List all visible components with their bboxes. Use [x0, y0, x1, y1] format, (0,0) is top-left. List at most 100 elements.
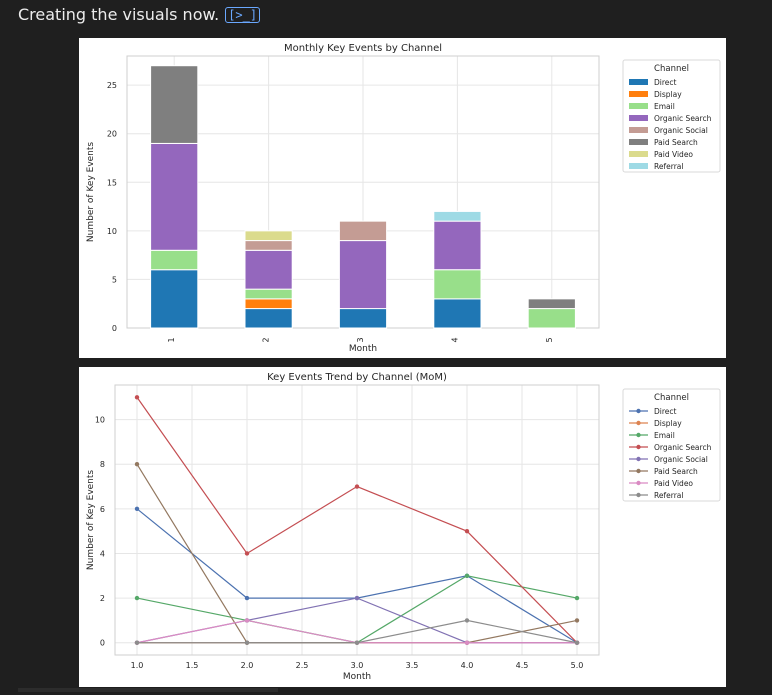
y-tick-label: 6 — [100, 505, 105, 514]
legend-label: Direct — [654, 407, 677, 416]
legend-label: Display — [654, 419, 682, 428]
x-tick-label: 3.0 — [351, 661, 364, 670]
code-icon[interactable]: [>_] — [225, 7, 261, 23]
chart-title: Monthly Key Events by Channel — [284, 43, 442, 54]
legend-label: Email — [654, 431, 675, 440]
legend-swatch-paid-video — [629, 151, 648, 157]
point-paid-search — [574, 618, 580, 623]
legend-marker-referral — [636, 492, 641, 498]
y-axis-label: Number of Key Events — [86, 470, 96, 571]
bar-paid-search-month-1 — [150, 65, 199, 144]
point-organic-search — [464, 528, 470, 534]
truncated-text-line — [18, 688, 278, 692]
point-paid-search — [134, 462, 140, 467]
x-tick-label: 1 — [167, 337, 176, 342]
legend-marker-paid-video — [636, 480, 641, 486]
x-axis-label: Month — [343, 672, 371, 682]
point-email — [574, 595, 580, 601]
x-tick-label: 5.0 — [571, 661, 584, 670]
y-tick-label: 2 — [100, 594, 105, 603]
point-direct — [134, 506, 140, 512]
bar-direct-month-3 — [338, 308, 388, 329]
x-tick-label: 5 — [545, 337, 554, 342]
legend-marker-organic-social — [636, 456, 641, 462]
point-organic-search — [244, 551, 250, 556]
y-tick-label: 8 — [100, 460, 105, 469]
legend-marker-direct — [636, 408, 641, 414]
legend-swatch-organic-social — [629, 127, 648, 133]
legend-swatch-display — [629, 91, 648, 97]
x-axis-label: Month — [349, 344, 377, 354]
x-tick-label: 1.0 — [131, 661, 144, 670]
chat-message: Creating the visuals now. [>_] — [18, 4, 261, 26]
point-direct — [244, 595, 250, 601]
legend-label: Paid Search — [654, 138, 698, 147]
bar-email-month-5 — [527, 308, 576, 329]
legend-label: Organic Search — [654, 114, 712, 123]
legend-box — [622, 388, 721, 502]
bar-organic-social-month-3 — [338, 220, 388, 242]
legend: Channel Direct Display Email Organic Search O… — [622, 59, 721, 173]
stacked-bar-chart-panel: 0 5 10 15 20 25 1 2 3 4 5 Monthly Key Events by Cha… — [79, 38, 726, 358]
legend-label: Email — [654, 102, 675, 111]
bar-organic-search-month-4 — [433, 220, 482, 271]
line-chart-panel: 0 2 4 6 8 10 1.0 1.5 2.0 2.5 3.0 3.5 4.0 4.5 5.0 Key Ev… — [79, 367, 726, 687]
bar-organic-search-month-3 — [338, 240, 388, 310]
legend-marker-paid-search — [636, 468, 641, 474]
y-tick-label: 25 — [107, 81, 117, 90]
bar-organic-social-month-2 — [244, 240, 293, 251]
y-tick-label: 15 — [107, 178, 117, 187]
y-tick-label: 0 — [112, 324, 117, 333]
legend-swatch-email — [629, 103, 648, 109]
legend-label: Paid Video — [654, 479, 693, 488]
point-paid-video — [464, 640, 470, 645]
legend-label: Organic Social — [654, 126, 708, 135]
point-referral — [134, 640, 140, 645]
point-paid-video — [244, 618, 250, 623]
point-referral — [464, 618, 470, 623]
y-tick-label: 4 — [100, 549, 105, 558]
bar-display-month-2 — [244, 298, 293, 310]
legend-swatch-referral — [629, 163, 648, 169]
bar-organic-search-month-2 — [244, 249, 293, 290]
point-referral — [574, 640, 580, 645]
legend-title: Channel — [654, 393, 689, 403]
point-referral — [244, 640, 250, 645]
point-email — [134, 595, 140, 601]
x-tick-label: 3 — [356, 337, 365, 342]
legend-label: Referral — [654, 162, 683, 171]
x-tick-label: 2 — [262, 337, 271, 342]
point-referral — [354, 640, 360, 645]
legend-swatch-paid-search — [629, 139, 648, 145]
point-organic-search — [354, 484, 360, 489]
y-tick-label: 5 — [112, 275, 117, 284]
legend-label: Direct — [654, 78, 677, 87]
legend-label: Paid Search — [654, 467, 698, 476]
bar-email-month-1 — [150, 249, 199, 271]
legend-marker-display — [636, 420, 641, 426]
legend-marker-organic-search — [636, 444, 641, 450]
legend: Channel Direct Display Email Organic Search O… — [622, 388, 721, 502]
point-organic-search — [134, 395, 140, 400]
x-tick-label: 2.0 — [241, 661, 254, 670]
bar-email-month-2 — [244, 288, 293, 300]
y-axis-label: Number of Key Events — [86, 142, 96, 243]
legend-marker-email — [636, 432, 641, 438]
legend-label: Referral — [654, 491, 683, 500]
x-tick-label: 4.5 — [516, 661, 529, 670]
x-tick-label: 1.5 — [186, 661, 199, 670]
y-tick-label: 0 — [100, 639, 105, 648]
bar-paid-search-month-5 — [527, 298, 576, 310]
bar-email-month-4 — [433, 269, 482, 300]
point-organic-social — [354, 595, 360, 601]
bar-referral-month-4 — [433, 210, 482, 222]
bar-direct-month-2 — [244, 308, 293, 329]
plot-frame — [114, 384, 600, 656]
x-tick-label: 3.5 — [406, 661, 419, 670]
x-tick-label: 4.0 — [461, 661, 474, 670]
bar-direct-month-1 — [150, 269, 199, 329]
line-chart: 0 2 4 6 8 10 1.0 1.5 2.0 2.5 3.0 3.5 4.0 4.5 5.0 Key Ev… — [86, 372, 721, 682]
legend-label: Paid Video — [654, 150, 693, 159]
legend-swatch-organic-search — [629, 115, 648, 121]
x-tick-label: 2.5 — [296, 661, 309, 670]
